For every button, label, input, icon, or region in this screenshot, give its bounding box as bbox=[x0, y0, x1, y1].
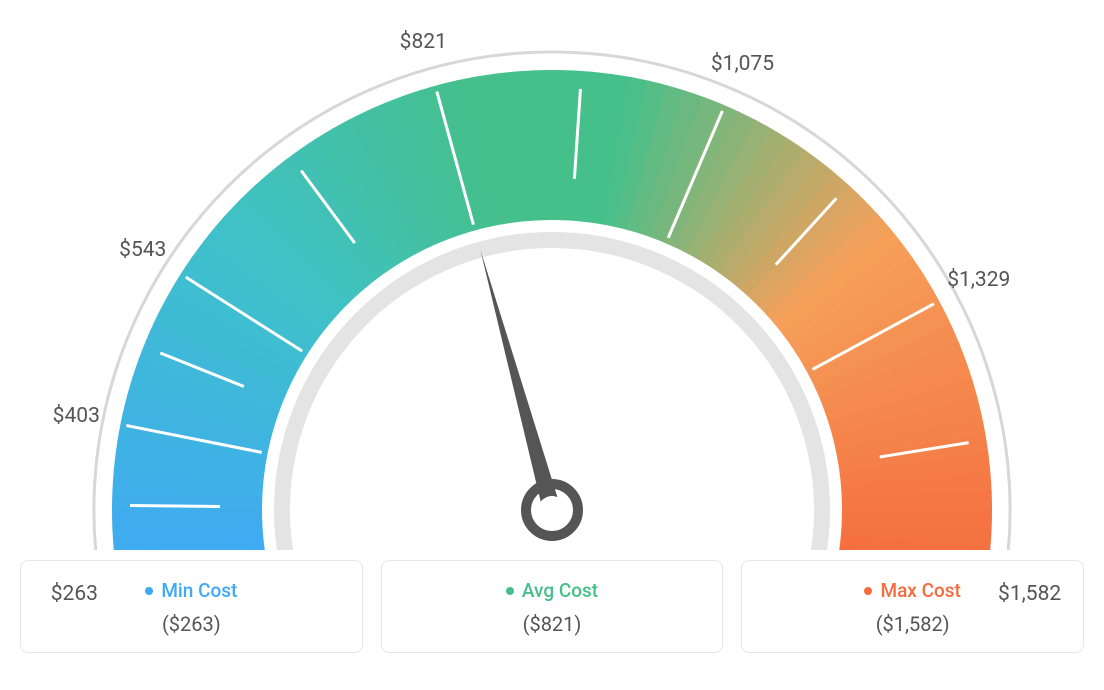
gauge-tick-label: $821 bbox=[400, 30, 447, 54]
dot-icon bbox=[506, 587, 514, 595]
gauge-tick-label: $403 bbox=[53, 404, 100, 428]
legend-label-max: Max Cost bbox=[880, 579, 960, 602]
legend-title-avg: Avg Cost bbox=[506, 579, 598, 602]
dot-icon bbox=[145, 587, 153, 595]
legend-row: Min Cost ($263) Avg Cost ($821) Max Cost… bbox=[20, 560, 1084, 653]
gauge-svg bbox=[20, 20, 1084, 550]
legend-card-max: Max Cost ($1,582) bbox=[741, 560, 1084, 653]
legend-card-min: Min Cost ($263) bbox=[20, 560, 363, 653]
legend-label-min: Min Cost bbox=[161, 579, 237, 602]
gauge-tick-label: $1,582 bbox=[998, 582, 1061, 606]
legend-title-min: Min Cost bbox=[145, 579, 237, 602]
legend-label-avg: Avg Cost bbox=[522, 579, 598, 602]
gauge-tick-label: $543 bbox=[119, 238, 166, 262]
cost-gauge: $263$403$543$821$1,075$1,329$1,582 bbox=[20, 20, 1084, 550]
gauge-tick-label: $1,075 bbox=[711, 52, 774, 76]
legend-value-max: ($1,582) bbox=[754, 612, 1071, 636]
legend-title-max: Max Cost bbox=[864, 579, 960, 602]
gauge-tick-label: $263 bbox=[51, 582, 98, 606]
legend-card-avg: Avg Cost ($821) bbox=[381, 560, 724, 653]
legend-value-min: ($263) bbox=[33, 612, 350, 636]
legend-value-avg: ($821) bbox=[394, 612, 711, 636]
gauge-tick-label: $1,329 bbox=[947, 268, 1010, 292]
dot-icon bbox=[864, 587, 872, 595]
